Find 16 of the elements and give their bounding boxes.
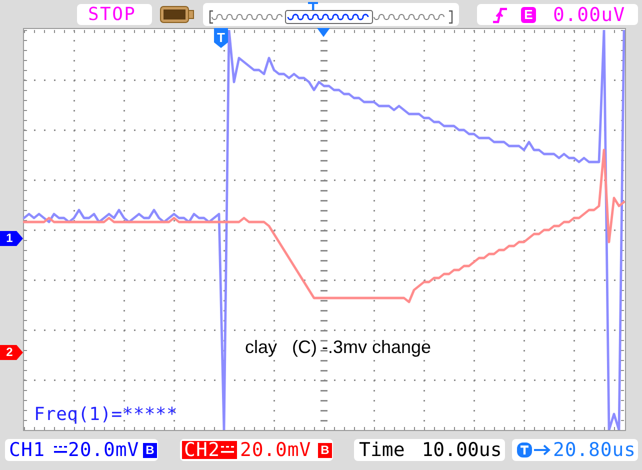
text: CH2	[184, 439, 220, 461]
text: Time 10.00us	[359, 439, 502, 461]
annotation: Freq(1)=*****	[34, 404, 178, 425]
text: 20.0mV	[240, 439, 312, 461]
text: E	[521, 7, 536, 23]
text: 20.80us	[553, 439, 636, 461]
annotation: T	[214, 28, 228, 48]
text: B	[318, 443, 332, 458]
text: 2	[0, 345, 23, 360]
annotation: clay (C) -.3mv change	[245, 337, 432, 357]
text: 0.00uV	[553, 4, 626, 26]
text: CH1	[9, 439, 46, 461]
text: 20.0mV	[68, 439, 140, 461]
text: B	[143, 443, 157, 458]
text: 1	[0, 231, 23, 246]
text: STOP	[88, 4, 136, 25]
